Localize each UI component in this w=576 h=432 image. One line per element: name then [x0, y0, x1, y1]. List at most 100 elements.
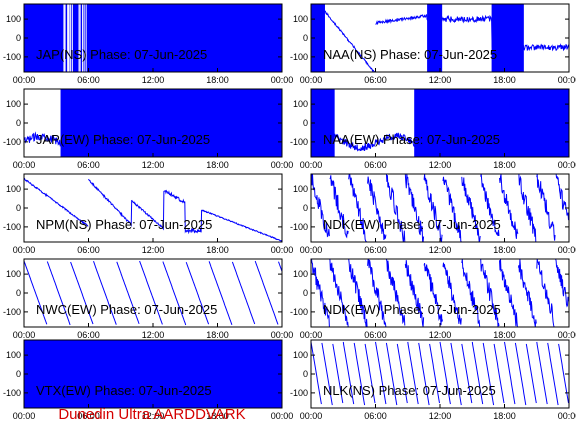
x-tick-label: 00:00 — [300, 160, 323, 170]
x-tick-label: 06:00 — [77, 330, 100, 340]
y-tick-label: -100 — [3, 52, 21, 62]
y-tick-label: 100 — [293, 350, 308, 360]
y-tick-label: 0 — [303, 203, 308, 213]
panel-title: NAA(EW) Phase: 07-Jun-2025 — [323, 132, 500, 147]
x-tick-label: 00:00 — [300, 411, 323, 421]
x-tick-label: 00:00 — [300, 330, 323, 340]
panel-9: 100 0 -100 00:00 06:00 12:00 18:00 00:00 VTX(EW)… — [3, 339, 294, 421]
x-tick-label: 12:00 — [429, 245, 452, 255]
y-tick-label: -100 — [290, 52, 308, 62]
x-tick-label: 06:00 — [364, 75, 387, 85]
phase-trace — [24, 260, 282, 326]
x-tick-label: 12:00 — [142, 330, 165, 340]
x-tick-label: 06:00 — [77, 411, 100, 421]
plot-area — [311, 174, 569, 242]
x-tick-label: 18:00 — [206, 411, 229, 421]
x-tick-label: 00:00 — [300, 75, 323, 85]
x-tick-label: 00:00 — [13, 75, 36, 85]
x-tick-label: 00:00 — [271, 411, 294, 421]
x-tick-label: 12:00 — [429, 160, 452, 170]
phase-trace — [24, 46, 282, 68]
panel-3: 100 0 -100 00:00 06:00 12:00 18:00 00:00 JAP(EW)… — [3, 88, 294, 170]
plot-area — [311, 4, 569, 72]
signal-block-3 — [491, 4, 524, 72]
signal-block-1 — [60, 89, 282, 157]
y-tick-label: -100 — [290, 388, 308, 398]
panel-6: 100 0 -100 00:00 06:00 12:00 18:00 00:00 NDK(EW)… — [290, 173, 576, 255]
panel-title: NAA(NS) Phase: 07-Jun-2025 — [323, 47, 497, 62]
y-tick-label: -100 — [3, 222, 21, 232]
phase-trace — [311, 131, 569, 152]
x-tick-label: 12:00 — [142, 75, 165, 85]
plot-area — [24, 340, 282, 408]
y-tick-label: 0 — [16, 203, 21, 213]
y-tick-label: 100 — [293, 269, 308, 279]
x-tick-label: 18:00 — [493, 411, 516, 421]
y-tick-label: -100 — [290, 307, 308, 317]
x-tick-label: 18:00 — [206, 160, 229, 170]
x-tick-label: 12:00 — [142, 160, 165, 170]
x-tick-label: 18:00 — [206, 245, 229, 255]
x-tick-label: 00:00 — [271, 160, 294, 170]
x-tick-label: 00:00 — [271, 75, 294, 85]
x-tick-label: 18:00 — [493, 160, 516, 170]
y-tick-label: 0 — [16, 33, 21, 43]
panel-7: 100 0 -100 00:00 06:00 12:00 18:00 00:00 NWC(EW)… — [3, 258, 294, 340]
x-tick-label: 12:00 — [142, 411, 165, 421]
x-tick-label: 00:00 — [271, 330, 294, 340]
phase-trace — [311, 174, 569, 242]
y-tick-label: -100 — [3, 307, 21, 317]
x-tick-label: 06:00 — [364, 160, 387, 170]
x-tick-label: 18:00 — [493, 245, 516, 255]
y-tick-label: -100 — [3, 388, 21, 398]
x-tick-label: 06:00 — [77, 75, 100, 85]
phase-trace — [311, 4, 569, 72]
y-tick-label: 100 — [293, 14, 308, 24]
panel-5: 100 0 -100 00:00 06:00 12:00 18:00 00:00 NPM(NS)… — [3, 173, 293, 255]
x-tick-label: 18:00 — [206, 75, 229, 85]
x-tick-label: 12:00 — [429, 75, 452, 85]
y-tick-label: 0 — [303, 288, 308, 298]
y-tick-label: 100 — [6, 269, 21, 279]
phase-trace — [311, 341, 569, 406]
plot-area — [24, 89, 282, 157]
plot-area — [24, 260, 282, 326]
x-tick-label: 06:00 — [364, 411, 387, 421]
x-tick-label: 06:00 — [364, 330, 387, 340]
y-tick-label: 0 — [303, 369, 308, 379]
y-tick-label: 100 — [293, 184, 308, 194]
y-tick-label: -100 — [3, 137, 21, 147]
y-tick-label: -100 — [290, 222, 308, 232]
panel-title: VTX(EW) Phase: 07-Jun-2025 — [36, 383, 212, 398]
panel-title: NDK(EW) Phase: 07-Jun-2025 — [323, 302, 501, 317]
panel-title: NPM(NS) Phase: 07-Jun-2025 — [36, 217, 212, 232]
y-tick-label: 100 — [6, 14, 21, 24]
y-tick-label: 100 — [6, 99, 21, 109]
phase-trace — [24, 381, 282, 403]
y-tick-label: 0 — [303, 33, 308, 43]
y-tick-label: 100 — [6, 350, 21, 360]
panel-4: 100 0 -100 00:00 06:00 12:00 18:00 00:00 NAA(EW)… — [290, 88, 576, 170]
x-tick-label: 12:00 — [429, 411, 452, 421]
x-tick-label: 00:00 — [13, 411, 36, 421]
y-tick-label: 0 — [16, 288, 21, 298]
x-tick-label: 18:00 — [493, 75, 516, 85]
panel-2: 100 0 -100 00:00 06:00 12:00 18:00 00:00 NAA(NS)… — [290, 3, 576, 85]
panel-title: NWC(EW) Phase: 07-Jun-2025 — [36, 302, 217, 317]
x-tick-label: 06:00 — [77, 160, 100, 170]
footer-label: Dunedin Ultra AARDDVARK — [58, 406, 245, 423]
panel-1: 100 0 -100 00:00 06:00 12:00 18:00 00:00 JAP(NS)… — [3, 3, 294, 85]
x-tick-label: 12:00 — [429, 330, 452, 340]
x-tick-label: 06:00 — [77, 245, 100, 255]
x-tick-label: 00:00 — [13, 160, 36, 170]
x-tick-label: 12:00 — [142, 245, 165, 255]
y-tick-label: 0 — [16, 369, 21, 379]
panel-8: 100 0 -100 00:00 06:00 12:00 18:00 00:00 NDK(EW)… — [290, 258, 576, 340]
y-tick-label: 100 — [6, 184, 21, 194]
y-tick-label: 100 — [293, 99, 308, 109]
x-tick-label: 18:00 — [206, 330, 229, 340]
x-tick-label: 00:00 — [13, 330, 36, 340]
x-tick-label: 06:00 — [364, 245, 387, 255]
panels-layer: 100 0 -100 00:00 06:00 12:00 18:00 00:00 JAP(NS)… — [3, 3, 576, 421]
x-tick-label: 18:00 — [493, 330, 516, 340]
